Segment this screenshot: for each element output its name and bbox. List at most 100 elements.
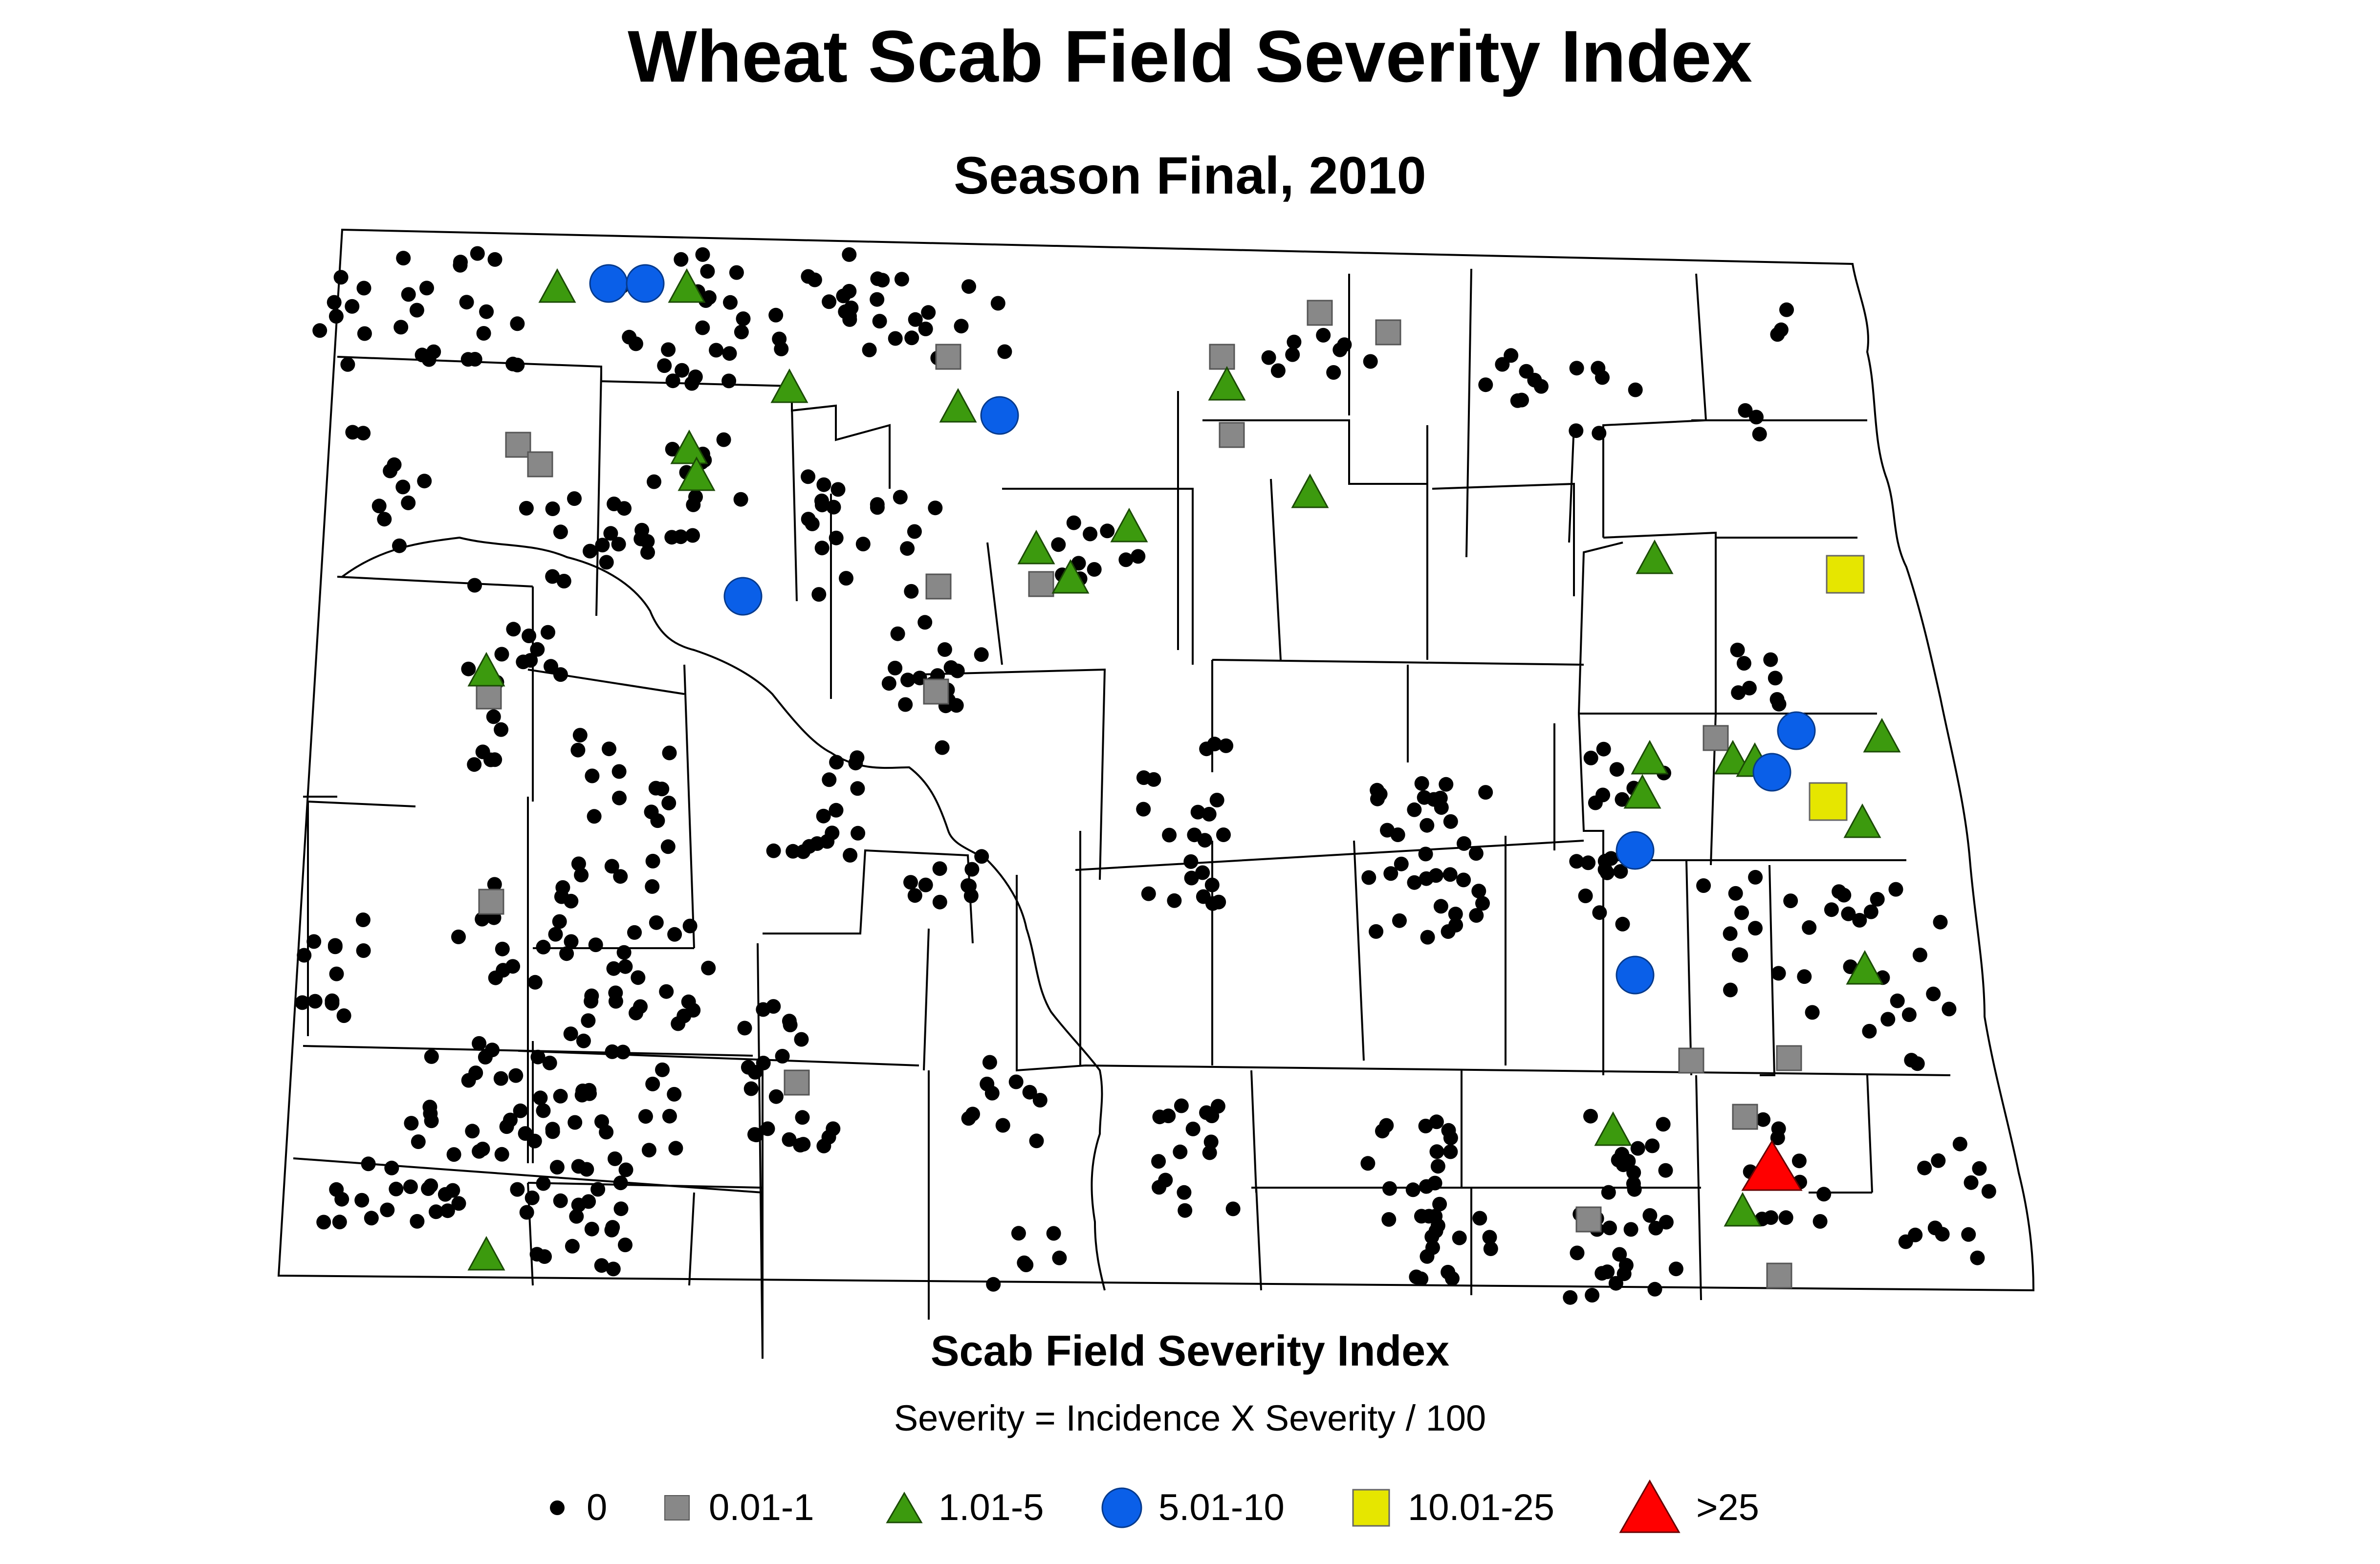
field-dot bbox=[1583, 750, 1598, 765]
field-dot bbox=[453, 258, 468, 273]
field-dot bbox=[794, 1032, 809, 1047]
field-dot bbox=[1141, 886, 1156, 901]
field-dot bbox=[1197, 833, 1212, 848]
field-dot bbox=[1734, 905, 1749, 920]
field-dot bbox=[329, 966, 344, 981]
legend-item-3: 5.01-10 bbox=[1100, 1471, 1285, 1544]
field-dot bbox=[737, 1021, 752, 1036]
field-dot bbox=[935, 740, 950, 755]
field-dot bbox=[1178, 1203, 1193, 1218]
field-dot bbox=[513, 1103, 528, 1118]
field-dot bbox=[1592, 426, 1607, 441]
field-dot bbox=[809, 836, 825, 851]
field-dot bbox=[316, 1215, 331, 1230]
field-dot bbox=[1261, 350, 1276, 365]
field-triangle bbox=[538, 268, 576, 303]
field-dot bbox=[460, 352, 476, 367]
map-subtitle: Season Final, 2010 bbox=[954, 146, 1426, 205]
field-dot bbox=[612, 790, 627, 805]
field-dot bbox=[1778, 1210, 1793, 1225]
square-large-icon bbox=[1352, 1489, 1390, 1527]
field-dot bbox=[1696, 878, 1711, 893]
field-dot bbox=[345, 425, 360, 440]
field-dot bbox=[1942, 1001, 1957, 1017]
field-dot bbox=[307, 994, 323, 1009]
field-dot bbox=[1642, 1208, 1658, 1223]
field-square bbox=[1678, 1047, 1704, 1074]
field-square bbox=[527, 451, 553, 478]
field-dot bbox=[1456, 872, 1471, 888]
field-dot bbox=[1196, 889, 1211, 904]
field-dot bbox=[1863, 904, 1878, 919]
field-dot bbox=[640, 545, 655, 560]
field-dot bbox=[1443, 1144, 1458, 1159]
field-dot bbox=[559, 946, 574, 961]
field-dot bbox=[1824, 902, 1839, 917]
legend-label: 10.01-25 bbox=[1408, 1487, 1555, 1528]
field-dot bbox=[1332, 342, 1348, 357]
field-dot bbox=[1917, 1160, 1932, 1175]
field-circle bbox=[723, 577, 763, 616]
field-dot bbox=[544, 659, 558, 674]
field-dot bbox=[1609, 762, 1624, 777]
field-dot bbox=[893, 490, 908, 505]
field-dot bbox=[932, 861, 947, 876]
field-dot bbox=[487, 752, 502, 767]
field-triangle bbox=[467, 1236, 505, 1271]
field-dot bbox=[1752, 427, 1767, 442]
field-dot bbox=[1791, 1153, 1807, 1169]
field-dot bbox=[1595, 787, 1611, 803]
field-dot bbox=[647, 474, 661, 489]
field-dot bbox=[494, 722, 509, 737]
field-dot bbox=[1209, 793, 1224, 807]
field-dot bbox=[336, 1008, 351, 1023]
field-dot bbox=[674, 252, 689, 267]
field-dot bbox=[1392, 913, 1407, 928]
legend-item-0: 0 bbox=[543, 1471, 607, 1544]
field-dot bbox=[295, 995, 310, 1010]
field-dot bbox=[530, 642, 545, 657]
field-dot bbox=[949, 698, 964, 713]
field-dot bbox=[917, 615, 933, 630]
field-dot bbox=[1429, 1144, 1444, 1159]
field-dot bbox=[667, 927, 682, 942]
field-dot bbox=[1424, 1229, 1440, 1244]
field-dot bbox=[1763, 652, 1778, 667]
field-dot bbox=[844, 301, 859, 315]
field-dot bbox=[1783, 893, 1798, 909]
field-dot bbox=[401, 287, 416, 302]
field-dot bbox=[701, 290, 717, 305]
field-dot bbox=[829, 803, 844, 818]
field-dot bbox=[423, 1106, 438, 1121]
field-dot bbox=[1441, 1264, 1456, 1280]
field-dot bbox=[1394, 856, 1409, 871]
field-dot bbox=[1475, 896, 1490, 911]
field-dot bbox=[536, 1176, 551, 1191]
field-dot bbox=[306, 934, 322, 949]
field-dot bbox=[587, 809, 602, 824]
field-dot bbox=[553, 1088, 568, 1104]
field-dot bbox=[628, 336, 643, 351]
field-dot bbox=[782, 1132, 797, 1147]
field-dot bbox=[1612, 1247, 1627, 1262]
field-dot bbox=[1771, 966, 1786, 981]
field-dot bbox=[334, 1192, 349, 1207]
field-dot bbox=[1728, 886, 1743, 901]
field-dot bbox=[486, 709, 501, 724]
field-dot bbox=[1173, 1144, 1188, 1159]
field-dot bbox=[1118, 552, 1134, 567]
field-dot bbox=[297, 948, 312, 963]
field-dot bbox=[1910, 1056, 1925, 1071]
field-dot bbox=[814, 493, 829, 508]
field-dot bbox=[576, 1033, 591, 1048]
field-dot bbox=[332, 1215, 347, 1230]
field-dot bbox=[590, 1182, 606, 1197]
field-dot bbox=[327, 295, 342, 310]
field-dot bbox=[1615, 916, 1630, 932]
field-dot bbox=[1418, 847, 1433, 862]
field-dot bbox=[1926, 986, 1941, 1001]
field-circle bbox=[1616, 956, 1655, 995]
field-circle bbox=[626, 264, 665, 303]
field-markers bbox=[295, 246, 1996, 1305]
field-dot bbox=[611, 537, 626, 552]
